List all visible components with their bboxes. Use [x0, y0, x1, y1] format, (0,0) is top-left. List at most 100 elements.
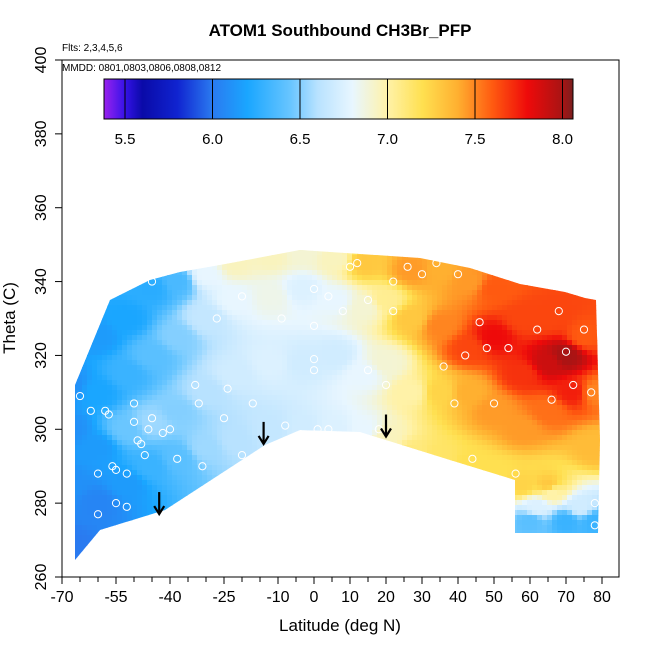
heatmap-cell: [157, 410, 163, 416]
heatmap-cell: [272, 395, 278, 401]
heatmap-cell: [422, 405, 428, 411]
heatmap-cell: [142, 275, 148, 281]
heatmap-cell: [482, 255, 488, 261]
heatmap-cell: [537, 250, 543, 256]
heatmap-cell: [322, 250, 328, 251]
heatmap-cell: [542, 430, 548, 436]
heatmap-cell: [122, 335, 128, 341]
heatmap-cell: [397, 375, 403, 381]
heatmap-cell: [192, 435, 198, 441]
heatmap-cell: [507, 320, 513, 326]
heatmap-cell: [302, 445, 308, 451]
heatmap-cell: [597, 365, 600, 371]
heatmap-cell: [237, 360, 243, 366]
heatmap-cell: [182, 275, 188, 281]
heatmap-cell: [197, 435, 203, 441]
heatmap-cell: [552, 470, 558, 476]
heatmap-cell: [272, 355, 278, 361]
heatmap-cell: [467, 430, 473, 436]
heatmap-cell: [102, 250, 108, 256]
heatmap-cell: [422, 415, 428, 421]
heatmap-cell: [427, 300, 433, 306]
heatmap-cell: [132, 265, 138, 271]
heatmap-cell: [147, 320, 153, 326]
heatmap-cell: [347, 465, 353, 471]
heatmap-cell: [472, 275, 478, 281]
heatmap-cell: [217, 335, 223, 341]
heatmap-cell: [107, 325, 113, 331]
heatmap-cell: [272, 365, 278, 371]
heatmap-cell: [212, 430, 218, 436]
heatmap-cell: [532, 425, 538, 431]
heatmap-cell: [487, 405, 493, 411]
heatmap-cell: [217, 285, 223, 291]
heatmap-cell: [552, 295, 558, 301]
heatmap-cell: [402, 425, 408, 431]
heatmap-cell: [467, 395, 473, 401]
heatmap-cell: [532, 345, 538, 351]
heatmap-cell: [332, 395, 338, 401]
heatmap-cell: [577, 445, 583, 451]
heatmap-cell: [302, 350, 308, 356]
heatmap-cell: [337, 350, 343, 356]
heatmap-cell: [497, 260, 503, 266]
heatmap-cell: [432, 365, 438, 371]
heatmap-cell: [442, 415, 448, 421]
heatmap-cell: [227, 420, 233, 426]
heatmap-cell: [427, 250, 433, 251]
heatmap-cell: [172, 320, 178, 326]
heatmap-cell: [342, 295, 348, 301]
heatmap-cell: [272, 455, 278, 461]
heatmap-cell: [292, 385, 298, 391]
heatmap-cell: [212, 255, 218, 261]
heatmap-cell: [312, 355, 318, 361]
heatmap-cell: [352, 395, 358, 401]
heatmap-cell: [92, 280, 98, 286]
heatmap-cell: [597, 430, 600, 436]
heatmap-cell: [517, 305, 523, 311]
heatmap-cell: [117, 305, 123, 311]
heatmap-cell: [372, 385, 378, 391]
heatmap-cell: [592, 300, 598, 306]
heatmap-cell: [92, 320, 98, 326]
heatmap-cell: [417, 440, 423, 446]
heatmap-cell: [412, 325, 418, 331]
heatmap-cell: [492, 270, 498, 276]
heatmap-cell: [142, 355, 148, 361]
heatmap-cell: [207, 350, 213, 356]
heatmap-cell: [152, 465, 158, 471]
heatmap-cell: [127, 405, 133, 411]
heatmap-cell: [427, 440, 433, 446]
heatmap-cell: [182, 360, 188, 366]
heatmap-cell: [102, 265, 108, 271]
heatmap-cell: [547, 370, 553, 376]
heatmap-cell: [592, 280, 598, 286]
heatmap-cell: [582, 280, 588, 286]
heatmap-cell: [107, 250, 113, 256]
heatmap-cell: [372, 350, 378, 356]
heatmap-cell: [132, 380, 138, 386]
heatmap-cell: [582, 255, 588, 261]
heatmap-cell: [387, 470, 393, 476]
heatmap-cell: [152, 325, 158, 331]
heatmap-cell: [412, 440, 418, 446]
heatmap-cell: [482, 350, 488, 356]
heatmap-cell: [477, 415, 483, 421]
heatmap-cell: [287, 270, 293, 276]
heatmap-cell: [587, 460, 593, 466]
heatmap-cell: [422, 275, 428, 281]
heatmap-cell: [367, 400, 373, 406]
heatmap-cell: [462, 285, 468, 291]
heatmap-cell: [242, 285, 248, 291]
heatmap-cell: [222, 295, 228, 301]
heatmap-cell: [257, 390, 263, 396]
heatmap-cell: [352, 355, 358, 361]
heatmap-cell: [197, 285, 203, 291]
heatmap-cell: [482, 280, 488, 286]
heatmap-cell: [97, 405, 103, 411]
heatmap-cell: [407, 255, 413, 261]
heatmap-cell: [492, 285, 498, 291]
heatmap-cell: [492, 350, 498, 356]
heatmap-cell: [92, 325, 98, 331]
heatmap-cell: [512, 450, 518, 456]
